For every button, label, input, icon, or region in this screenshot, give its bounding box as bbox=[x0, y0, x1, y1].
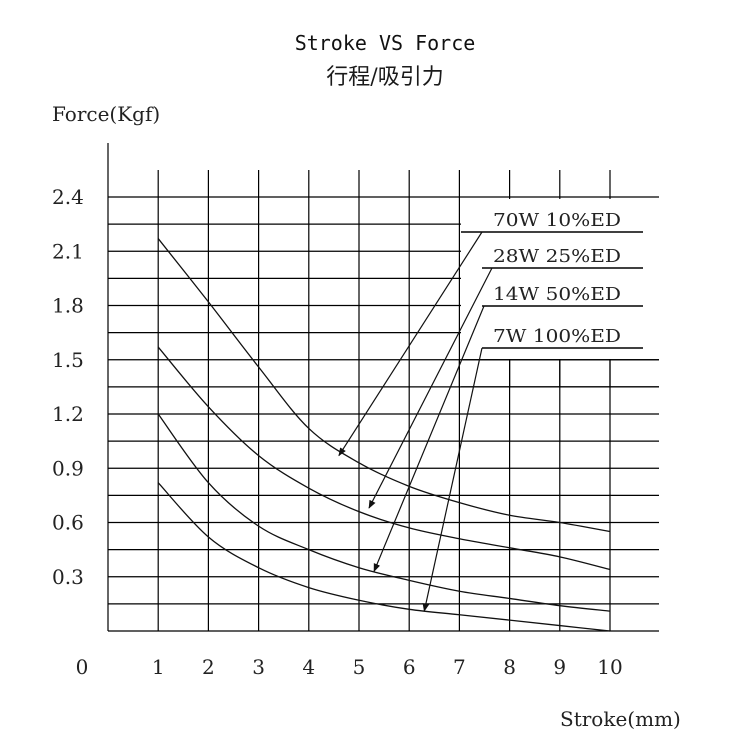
legend-arrow bbox=[422, 347, 483, 612]
series-28w-25ed bbox=[157, 346, 611, 571]
y-tick-label: 0.9 bbox=[52, 456, 84, 480]
chart-title: Stroke VS Force bbox=[295, 31, 476, 55]
x-tick-label: 10 bbox=[597, 655, 622, 679]
x-tick-label: 6 bbox=[403, 655, 416, 679]
series-14w-50ed bbox=[157, 413, 611, 612]
y-tick-label: 1.2 bbox=[52, 402, 84, 426]
x-tick-label: 5 bbox=[353, 655, 366, 679]
legend-arrows bbox=[338, 231, 493, 612]
y-tick-labels: 2.4 2.1 1.8 1.5 1.2 0.9 0.6 0.3 bbox=[52, 185, 84, 589]
x-tick-label: 0 bbox=[76, 655, 89, 679]
x-tick-label: 9 bbox=[553, 655, 566, 679]
x-tick-label: 2 bbox=[202, 655, 215, 679]
y-tick-label: 0.3 bbox=[52, 565, 84, 589]
legend-label: 14W 50%ED bbox=[493, 284, 621, 305]
y-tick-label: 1.5 bbox=[52, 348, 84, 372]
series-70w-10ed bbox=[157, 238, 611, 533]
legend-label: 28W 25%ED bbox=[493, 246, 621, 267]
series-7w-100ed bbox=[157, 482, 611, 632]
legend-label: 70W 10%ED bbox=[493, 210, 621, 231]
legend: 70W 10%ED 28W 25%ED 14W 50%ED 7W 100%ED bbox=[458, 199, 661, 388]
legend-arrow bbox=[338, 231, 483, 457]
y-tick-label: 1.8 bbox=[52, 294, 84, 318]
x-tick-label: 4 bbox=[302, 655, 315, 679]
y-tick-label: 2.1 bbox=[52, 239, 84, 263]
legend-label: 7W 100%ED bbox=[493, 326, 621, 347]
legend-arrow bbox=[368, 267, 493, 509]
x-tick-label: 1 bbox=[152, 655, 165, 679]
x-axis-label: Stroke(mm) bbox=[560, 707, 681, 731]
x-tick-label: 3 bbox=[252, 655, 265, 679]
x-tick-labels: 0 1 2 3 4 5 6 7 8 9 10 bbox=[76, 655, 623, 679]
legend-arrow bbox=[373, 305, 485, 573]
y-tick-label: 2.4 bbox=[52, 185, 84, 209]
y-tick-label: 0.6 bbox=[52, 511, 84, 535]
y-axis-label: Force(Kgf) bbox=[52, 102, 160, 126]
x-tick-label: 8 bbox=[503, 655, 516, 679]
legend-background bbox=[461, 199, 661, 359]
x-tick-label: 7 bbox=[453, 655, 466, 679]
chart-subtitle: 行程/吸引力 bbox=[326, 65, 443, 90]
series-lines bbox=[157, 238, 611, 632]
